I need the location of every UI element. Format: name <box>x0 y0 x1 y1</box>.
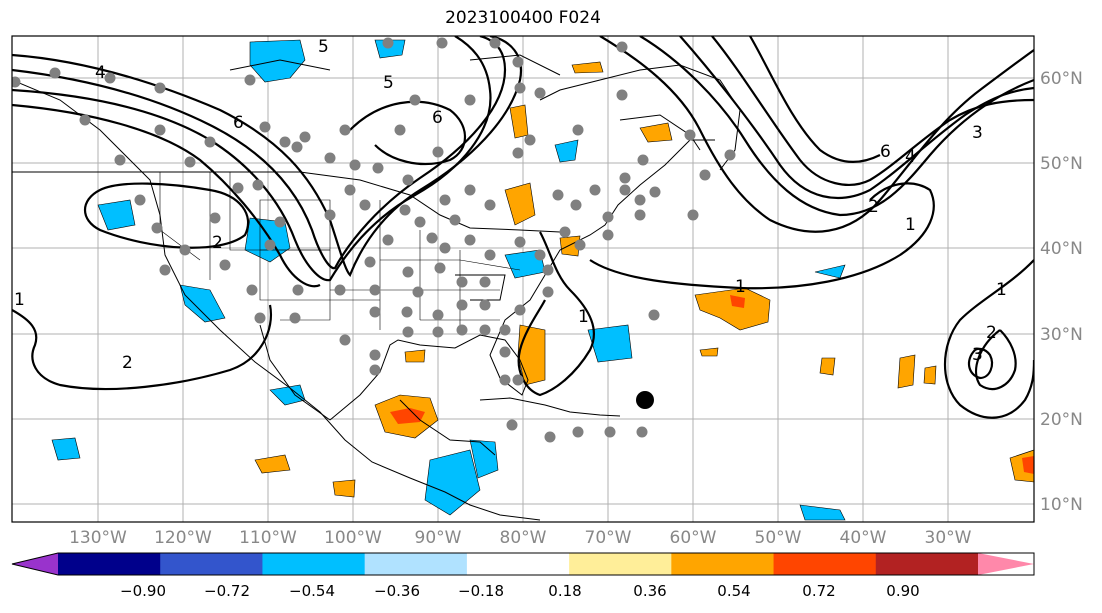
colorbar-tick: 0.54 <box>717 582 750 600</box>
colorbar-tick: 0.72 <box>802 582 835 600</box>
contour-label: 2 <box>868 197 879 217</box>
colorbar-segment <box>875 553 979 575</box>
contour-label: 6 <box>432 108 443 128</box>
colorbar-segment <box>466 553 570 575</box>
contour-label: 1 <box>996 280 1007 300</box>
colorbar-tick: −0.18 <box>458 582 504 600</box>
colorbar: −0.90 −0.72 −0.54 −0.36 −0.18 0.18 0.36 … <box>11 552 1035 600</box>
colorbar-segment <box>262 553 366 575</box>
lon-label: 120°W <box>154 528 212 548</box>
lat-label: 20°N <box>1040 410 1083 430</box>
lat-label: 30°N <box>1040 325 1083 345</box>
contour-label: 2 <box>122 353 133 373</box>
map-title: 2023100400 F024 <box>445 8 601 28</box>
contour-label: 3 <box>972 123 983 143</box>
contour-label: 1 <box>14 290 25 310</box>
lat-label: 10°N <box>1040 495 1083 515</box>
map-frame <box>11 35 1035 523</box>
lon-label: 80°W <box>500 528 547 548</box>
contour-label: 5 <box>318 37 329 57</box>
lat-label: 40°N <box>1040 239 1083 259</box>
colorbar-extend-high <box>978 553 1034 575</box>
colorbar-tick: 0.18 <box>548 582 581 600</box>
lon-label: 40°W <box>840 528 887 548</box>
colorbar-segment <box>773 553 877 575</box>
contour-label: 5 <box>383 73 394 93</box>
contour-label: 2 <box>212 233 223 253</box>
contour-label: 1 <box>735 277 746 297</box>
storm-center-marker <box>636 391 654 409</box>
graticule <box>12 36 1034 522</box>
contour-label: 3 <box>972 345 983 365</box>
contour-labels: 4 5 6 5 6 6 4 3 2 1 1 2 1 1 1 2 3 2 <box>14 37 1007 373</box>
contour-label: 4 <box>905 147 916 167</box>
contour-lines <box>12 36 1034 419</box>
station-dots <box>12 37 736 443</box>
red-shading <box>390 295 1034 474</box>
colorbar-extend-low <box>12 553 58 575</box>
lon-label: 90°W <box>415 528 462 548</box>
colorbar-tick-labels: −0.90 −0.72 −0.54 −0.36 −0.18 0.18 0.36 … <box>120 582 920 600</box>
lon-label: 110°W <box>239 528 297 548</box>
longitude-labels: 130°W 120°W 110°W 100°W 90°W 80°W 70°W 6… <box>69 528 972 548</box>
lat-label: 60°N <box>1040 69 1083 89</box>
lon-label: 130°W <box>69 528 127 548</box>
colorbar-segment <box>364 553 468 575</box>
contour-label: 6 <box>880 142 891 162</box>
lon-label: 30°W <box>925 528 972 548</box>
colorbar-tick: 0.90 <box>886 582 919 600</box>
contour-label: 1 <box>905 215 916 235</box>
colorbar-tick: −0.90 <box>120 582 166 600</box>
colorbar-segment <box>160 553 263 575</box>
colorbar-segment <box>569 553 672 575</box>
contour-label: 1 <box>578 307 589 327</box>
contour-label: 2 <box>986 323 997 343</box>
lon-label: 100°W <box>324 528 382 548</box>
lon-label: 70°W <box>585 528 632 548</box>
contour-label: 6 <box>233 113 244 133</box>
lat-label: 50°N <box>1040 154 1083 174</box>
colorbar-tick: −0.72 <box>204 582 250 600</box>
colorbar-frame <box>11 552 1035 576</box>
colorbar-tick: 0.36 <box>633 582 666 600</box>
colorbar-tick: −0.36 <box>374 582 420 600</box>
lon-label: 60°W <box>670 528 717 548</box>
colorbar-tick: −0.54 <box>289 582 335 600</box>
colorbar-segment <box>671 553 775 575</box>
colorbar-segment <box>58 553 161 575</box>
lon-label: 50°W <box>755 528 802 548</box>
latitude-labels: 60°N 50°N 40°N 30°N 20°N 10°N <box>1040 69 1083 515</box>
contour-label: 4 <box>95 63 106 83</box>
